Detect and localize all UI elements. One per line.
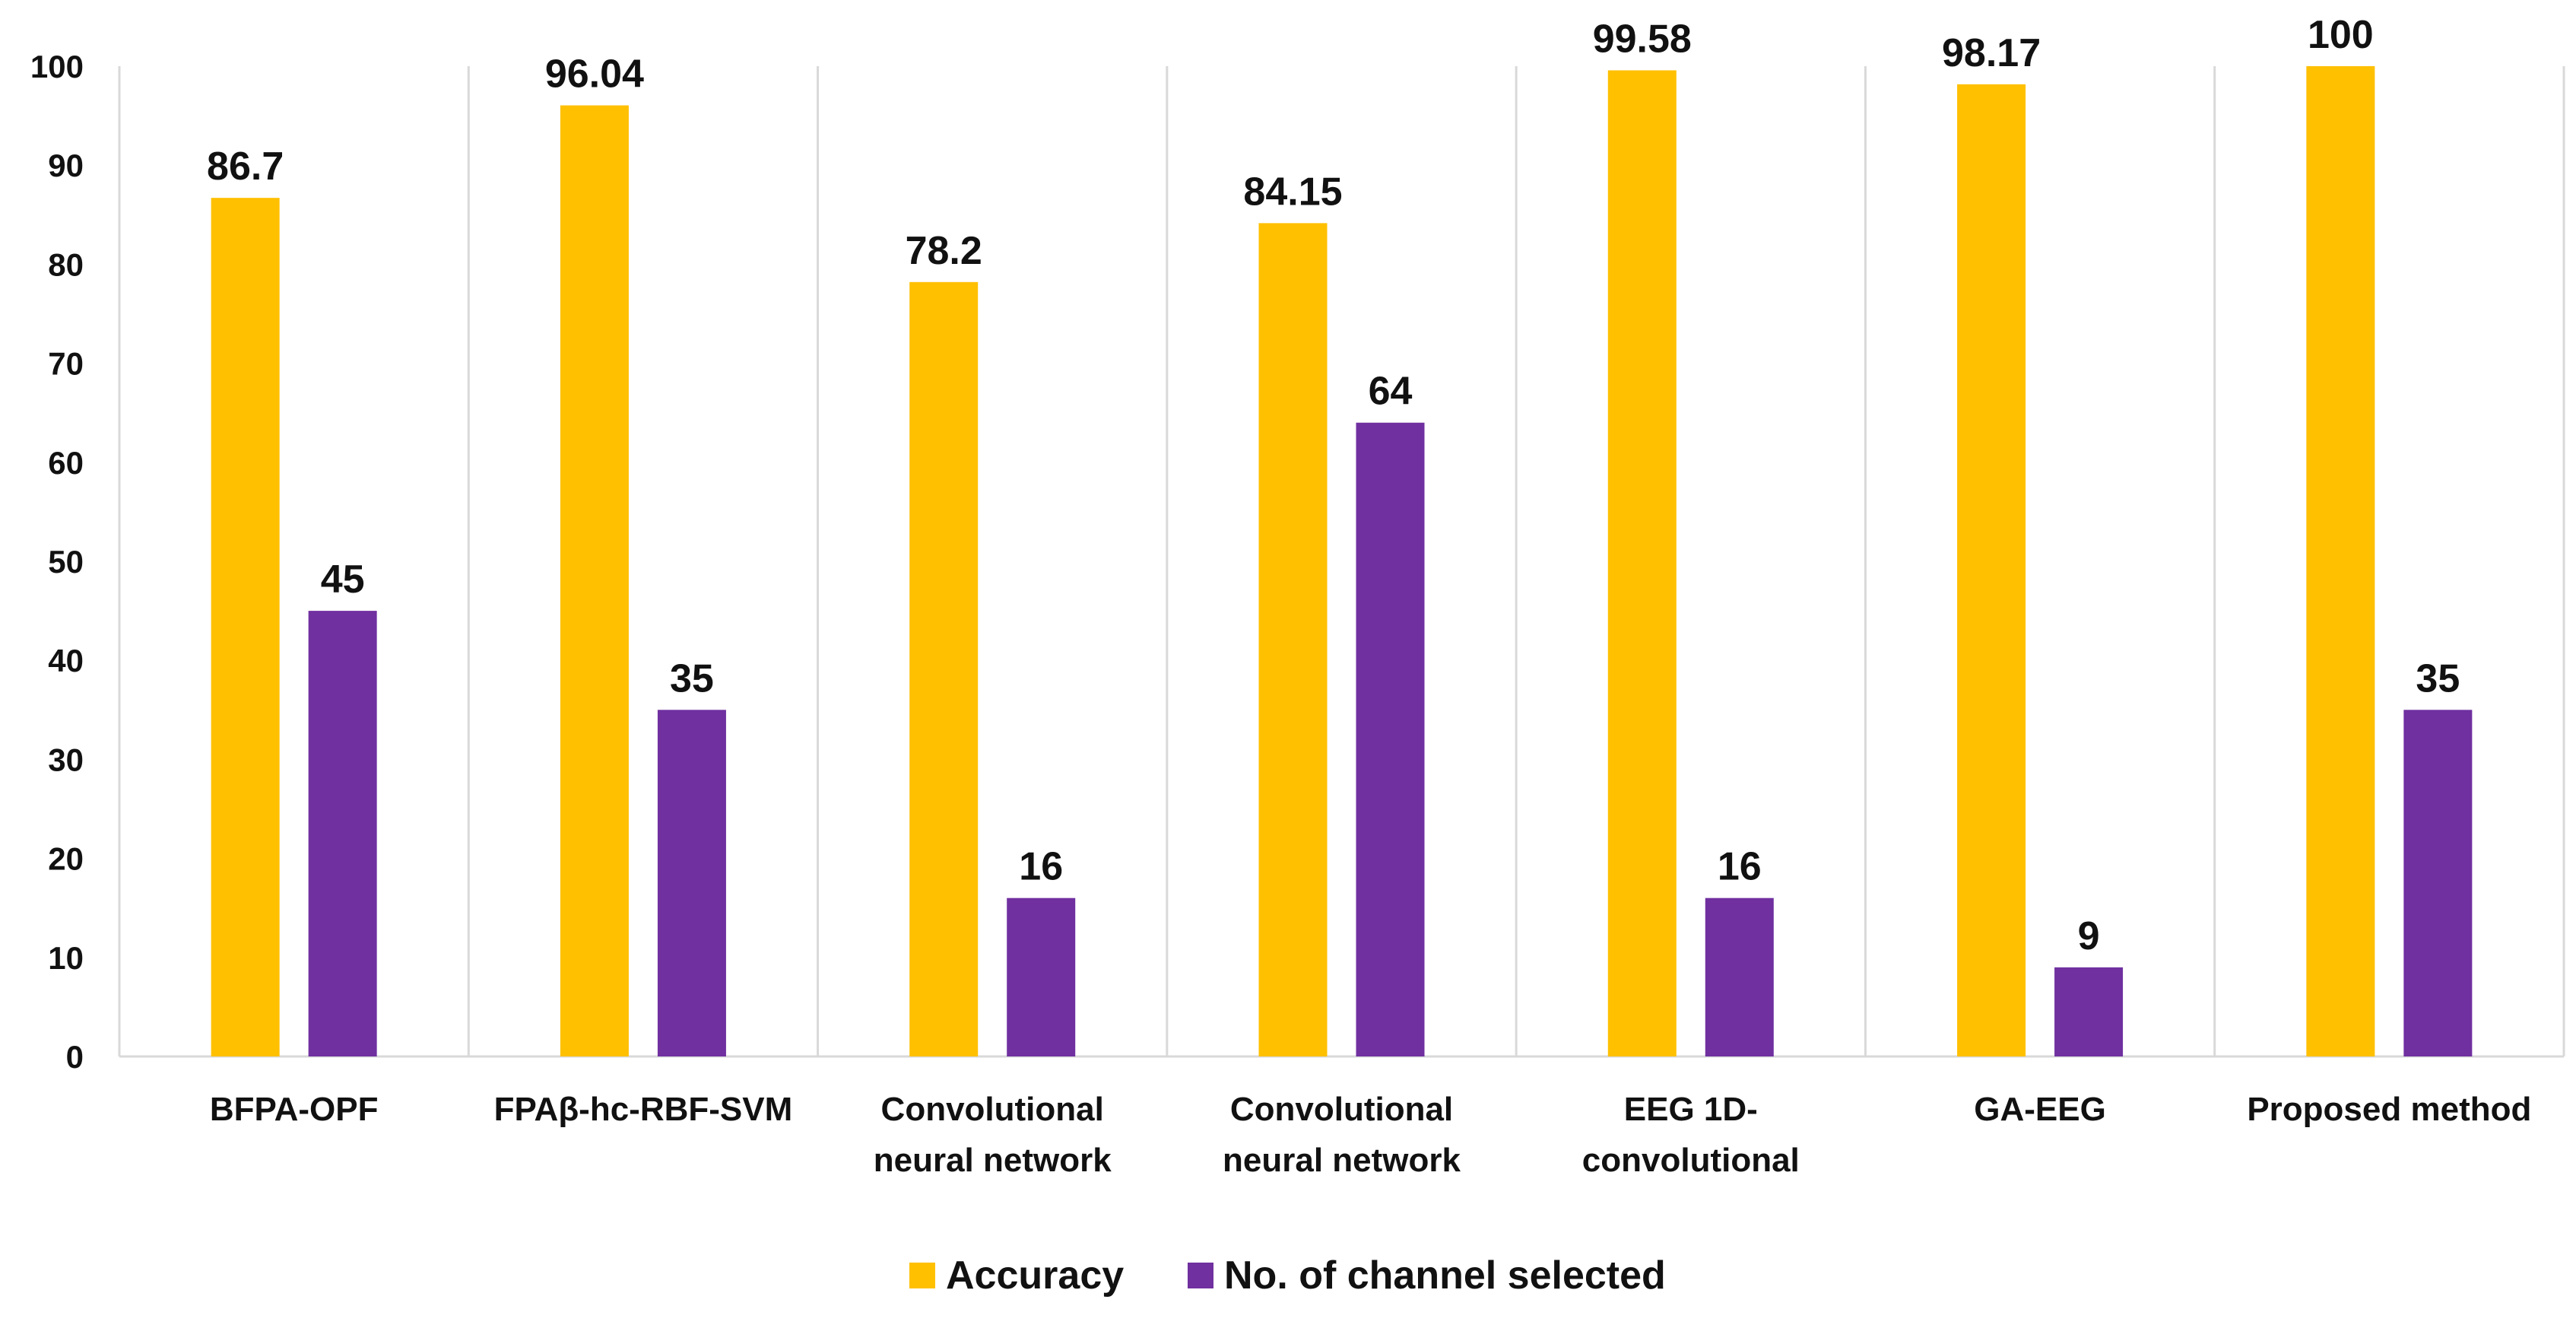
channel-data-label: 64 <box>1369 370 1413 414</box>
category-label: Convolutional <box>1230 1091 1453 1128</box>
category-label: neural network <box>874 1142 1112 1179</box>
category-separators <box>118 66 2565 1056</box>
accuracy-bar <box>1957 84 2026 1056</box>
accuracy-data-label: 78.2 <box>906 229 982 273</box>
accuracy-data-label: 98.17 <box>1942 31 2041 75</box>
bars <box>211 66 2473 1057</box>
y-tick-label: 10 <box>48 940 84 976</box>
accuracy-data-label: 84.15 <box>1243 170 1342 214</box>
legend-label-channels: No. of channel selected <box>1224 1253 1666 1298</box>
channel-bar <box>2403 710 2473 1056</box>
channel-data-label: 35 <box>670 656 714 701</box>
channel-bar <box>1705 898 1774 1056</box>
channel-bar <box>1007 898 1076 1056</box>
accuracy-bar <box>2306 66 2375 1056</box>
y-tick-label: 0 <box>66 1039 84 1075</box>
legend-swatch-accuracy <box>909 1263 935 1288</box>
accuracy-bar <box>909 281 979 1056</box>
channel-bar <box>2054 967 2124 1056</box>
category-label: GA-EEG <box>1974 1091 2106 1128</box>
channel-data-label: 35 <box>2416 656 2460 701</box>
channel-data-label: 45 <box>321 558 365 602</box>
category-label: convolutional <box>1582 1142 1800 1179</box>
y-tick-label: 100 <box>30 49 84 84</box>
legend: Accuracy No. of channel selected <box>909 1253 1666 1298</box>
channel-bar <box>657 710 726 1056</box>
accuracy-bar <box>1258 223 1328 1057</box>
data-labels: 86.7 96.04 78.2 84.15 99.58 98.17 100 45 35 16 64 1… <box>207 13 2460 958</box>
category-label: Convolutional <box>881 1091 1104 1128</box>
legend-swatch-channels <box>1188 1263 1213 1288</box>
category-label: Proposed method <box>2247 1091 2531 1128</box>
category-label: neural network <box>1223 1142 1461 1179</box>
category-label: BFPA-OPF <box>210 1091 379 1128</box>
accuracy-data-label: 99.58 <box>1593 17 1692 61</box>
category-label: EEG 1D- <box>1624 1091 1758 1128</box>
category-labels: BFPA-OPF FPAβ-hc-RBF-SVM Convolutional neur… <box>210 1091 2532 1179</box>
y-tick-label: 80 <box>48 246 84 282</box>
y-axis-ticks: 0 10 20 30 40 50 60 70 80 90 100 <box>30 49 84 1075</box>
category-label: FPAβ-hc-RBF-SVM <box>494 1091 793 1128</box>
channel-data-label: 16 <box>1019 845 1063 889</box>
y-tick-label: 60 <box>48 445 84 481</box>
y-tick-label: 20 <box>48 841 84 877</box>
accuracy-bar <box>211 198 280 1056</box>
channel-data-label: 9 <box>2078 914 2100 958</box>
channel-bar <box>1356 422 1425 1056</box>
y-tick-label: 40 <box>48 643 84 678</box>
accuracy-data-label: 86.7 <box>207 145 284 189</box>
channel-data-label: 16 <box>1718 845 1762 889</box>
channel-bar <box>308 611 377 1056</box>
y-tick-label: 70 <box>48 346 84 382</box>
accuracy-bar <box>560 105 629 1056</box>
y-tick-label: 30 <box>48 742 84 777</box>
accuracy-data-label: 96.04 <box>545 52 644 97</box>
y-tick-label: 90 <box>48 148 84 183</box>
legend-label-accuracy: Accuracy <box>946 1253 1124 1298</box>
accuracy-bar <box>1607 70 1677 1057</box>
y-tick-label: 50 <box>48 544 84 580</box>
accuracy-data-label: 100 <box>2308 13 2374 57</box>
